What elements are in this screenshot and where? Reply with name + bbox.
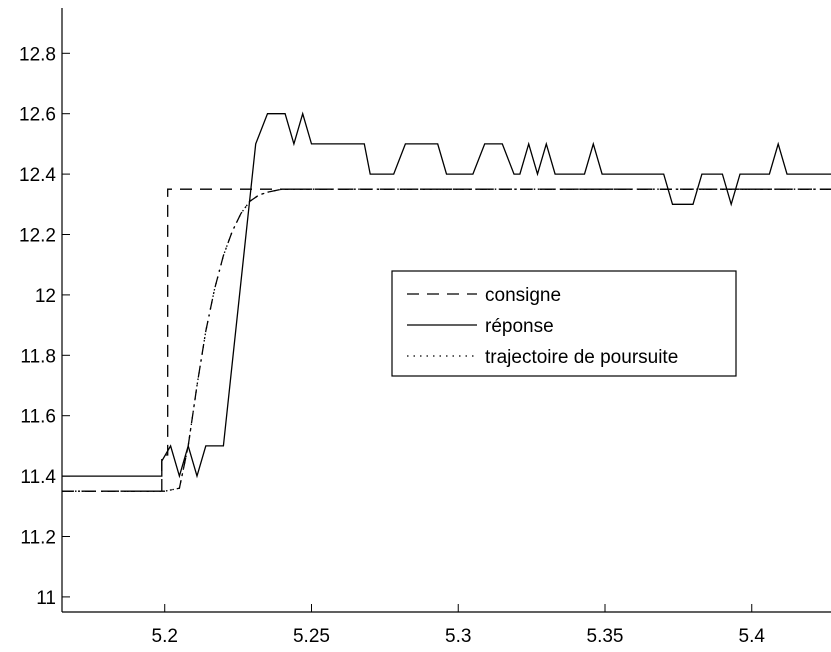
legend-box xyxy=(391,270,737,377)
series-layer xyxy=(62,111,831,492)
y-tick-label: 12.8 xyxy=(19,44,56,65)
legend-label: trajectoire de poursuite xyxy=(485,347,678,368)
legend-label: réponse xyxy=(485,316,554,337)
axes-layer: 5.2 5.25 5.3 5.35 5.4 11 11.2 11.4 11.6 11.8 12 12.… xyxy=(19,8,831,647)
y-tick-label: 11.8 xyxy=(20,346,56,367)
x-tick-label: 5.4 xyxy=(739,626,766,647)
x-tick-label: 5.35 xyxy=(587,626,624,647)
y-tick-label: 11 xyxy=(36,588,56,609)
legend: consigne réponse trajectoire de poursuite xyxy=(391,270,737,377)
x-tick-label: 5.3 xyxy=(445,626,471,647)
y-tick-label: 12.2 xyxy=(19,226,56,247)
y-tick-label: 12.4 xyxy=(19,165,56,186)
y-tick-label: 12.6 xyxy=(19,105,56,126)
legend-label: consigne xyxy=(485,285,561,306)
y-tick-label: 12 xyxy=(35,286,56,307)
series-line-unlabeled-3 xyxy=(62,188,831,492)
series-line-r-ponse xyxy=(62,111,831,479)
x-tick-label: 5.2 xyxy=(152,626,178,647)
y-tick-label: 11.6 xyxy=(20,407,56,428)
x-tick-label: 5.25 xyxy=(293,626,330,647)
series-line-consigne xyxy=(62,188,831,492)
y-tick-label: 11.4 xyxy=(20,467,56,488)
y-tick-label: 11.2 xyxy=(20,528,56,549)
